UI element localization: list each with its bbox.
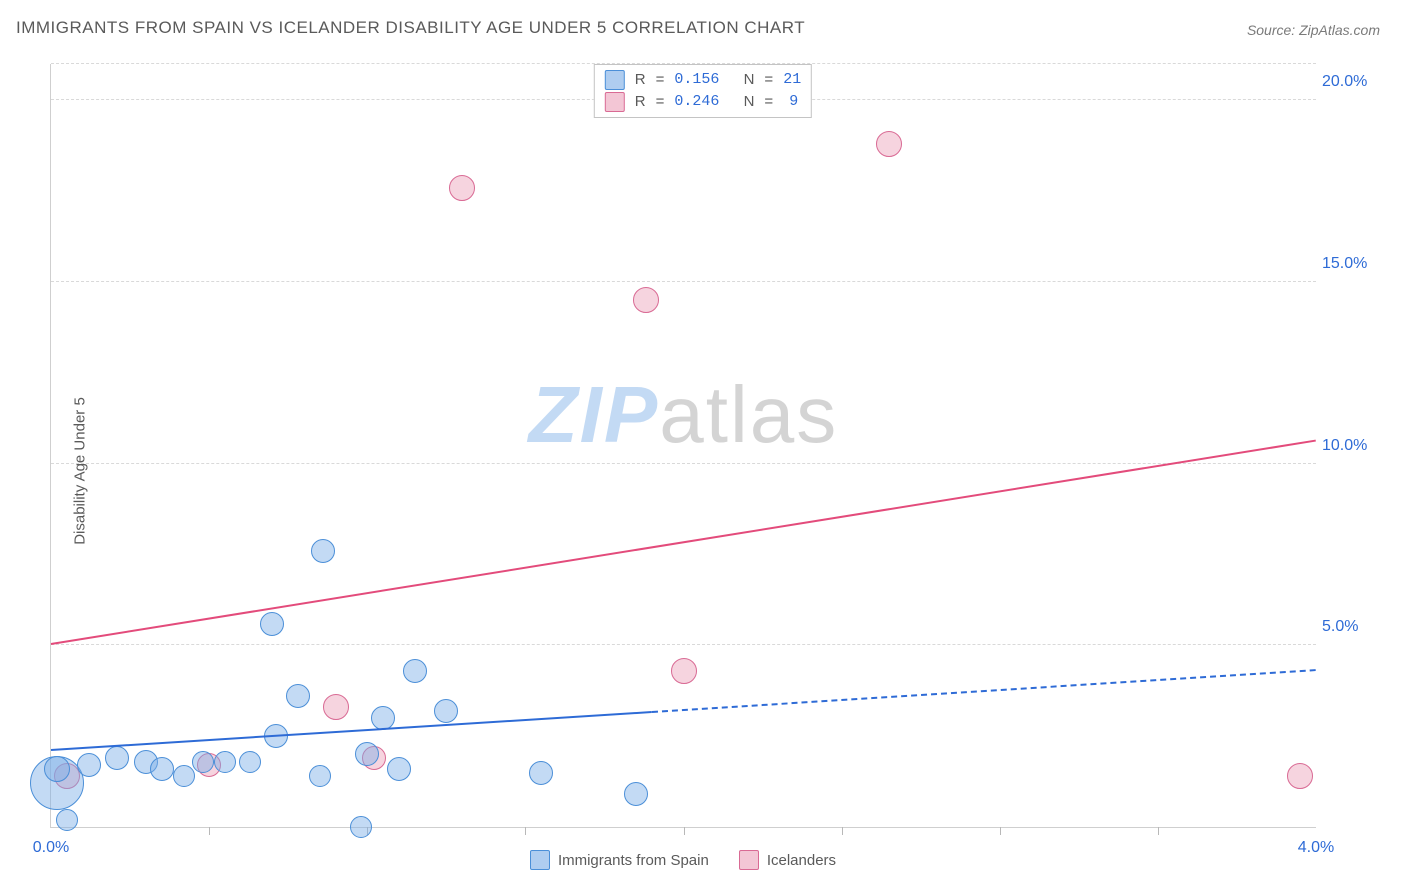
- stats-swatch-pink: [605, 92, 625, 112]
- scatter-point: [876, 131, 902, 157]
- watermark-atlas: atlas: [659, 370, 838, 459]
- stats-n-value-pink: 9: [783, 91, 798, 113]
- scatter-point: [192, 751, 214, 773]
- stats-r-value-pink: 0.246: [674, 91, 719, 113]
- scatter-point: [403, 659, 427, 683]
- scatter-point: [309, 765, 331, 787]
- scatter-point: [56, 809, 78, 831]
- stats-r-label: R: [635, 69, 646, 91]
- stats-eq3: =: [656, 91, 665, 113]
- x-tick: [842, 827, 843, 835]
- gridline: [51, 463, 1316, 464]
- chart-title: IMMIGRANTS FROM SPAIN VS ICELANDER DISAB…: [16, 18, 805, 38]
- stats-n-label2: N: [744, 91, 755, 113]
- stats-row-blue: R = 0.156 N = 21: [605, 69, 801, 91]
- scatter-point: [260, 612, 284, 636]
- stats-eq4: =: [764, 91, 773, 113]
- y-tick-label: 5.0%: [1322, 618, 1392, 636]
- stats-r-label2: R: [635, 91, 646, 113]
- stats-swatch-blue: [605, 70, 625, 90]
- stats-eq2: =: [764, 69, 773, 91]
- legend-label-blue: Immigrants from Spain: [558, 852, 709, 869]
- plot-region: ZIPatlas 5.0%10.0%15.0%20.0%0.0%4.0%: [50, 64, 1316, 828]
- x-tick: [209, 827, 210, 835]
- legend: Immigrants from Spain Icelanders: [50, 848, 1316, 872]
- trend-line: [51, 711, 652, 751]
- scatter-point: [44, 756, 70, 782]
- scatter-point: [624, 782, 648, 806]
- scatter-point: [77, 753, 101, 777]
- y-tick-label: 10.0%: [1322, 437, 1392, 455]
- scatter-point: [286, 684, 310, 708]
- scatter-point: [1287, 763, 1313, 789]
- x-tick: [525, 827, 526, 835]
- y-tick-label: 15.0%: [1322, 255, 1392, 273]
- trend-line: [652, 669, 1316, 713]
- y-tick-label: 20.0%: [1322, 73, 1392, 91]
- scatter-point: [434, 699, 458, 723]
- x-tick: [1158, 827, 1159, 835]
- watermark-zip: ZIP: [529, 370, 659, 459]
- scatter-point: [311, 539, 335, 563]
- stats-n-value-blue: 21: [783, 69, 801, 91]
- stats-r-value-blue: 0.156: [674, 69, 719, 91]
- stats-n-label: N: [744, 69, 755, 91]
- scatter-point: [173, 765, 195, 787]
- scatter-point: [214, 751, 236, 773]
- x-tick: [684, 827, 685, 835]
- scatter-point: [350, 816, 372, 838]
- trend-line: [51, 440, 1316, 645]
- scatter-point: [239, 751, 261, 773]
- legend-swatch-blue: [530, 850, 550, 870]
- scatter-point: [671, 658, 697, 684]
- x-tick: [1000, 827, 1001, 835]
- scatter-point: [387, 757, 411, 781]
- scatter-point: [371, 706, 395, 730]
- correlation-stats-box: R = 0.156 N = 21 R = 0.246 N = 9: [594, 64, 812, 118]
- source-credit: Source: ZipAtlas.com: [1247, 22, 1380, 38]
- stats-row-pink: R = 0.246 N = 9: [605, 91, 801, 113]
- scatter-point: [529, 761, 553, 785]
- chart-area: Disability Age Under 5 ZIPatlas 5.0%10.0…: [0, 50, 1406, 892]
- scatter-point: [633, 287, 659, 313]
- scatter-point: [150, 757, 174, 781]
- scatter-point: [105, 746, 129, 770]
- scatter-point: [449, 175, 475, 201]
- legend-item-pink: Icelanders: [739, 850, 836, 870]
- legend-label-pink: Icelanders: [767, 852, 836, 869]
- legend-swatch-pink: [739, 850, 759, 870]
- scatter-point: [323, 694, 349, 720]
- gridline: [51, 281, 1316, 282]
- gridline: [51, 644, 1316, 645]
- scatter-point: [355, 742, 379, 766]
- watermark: ZIPatlas: [529, 369, 838, 461]
- legend-item-blue: Immigrants from Spain: [530, 850, 709, 870]
- stats-eq: =: [656, 69, 665, 91]
